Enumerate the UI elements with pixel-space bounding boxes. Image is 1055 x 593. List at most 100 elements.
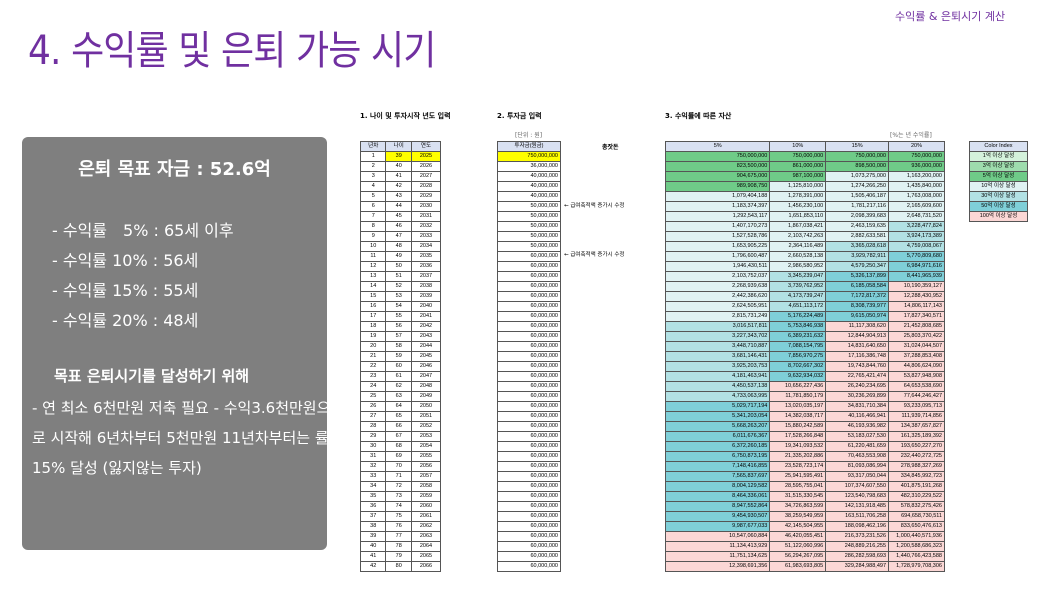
contribution-input[interactable]: 60,000,000 [497,401,561,412]
table-row: 60,000,000 [497,391,561,402]
asset-cell: 5,668,263,207 [664,421,771,432]
contribution-input[interactable]: 60,000,000 [497,341,561,352]
contribution-input[interactable]: 60,000,000 [497,281,561,292]
asset-cell: 28,595,755,041 [769,481,827,492]
asset-cell: 7,856,970,275 [769,351,827,362]
age-cell: 68 [385,441,412,452]
table-row: 3,681,146,431 7,856,970,275 17,116,386,748… [664,351,945,362]
age-cell: 60 [385,361,412,372]
age-cell: 80 [385,561,412,572]
contribution-input[interactable]: 60,000,000 [497,521,561,532]
contribution-input[interactable]: 60,000,000 [497,301,561,312]
table-row: 19 57 2043 [359,331,442,342]
asset-cell: 93,317,050,044 [825,471,890,482]
contribution-input[interactable]: 750,000,000 [497,151,561,162]
contribution-input[interactable]: 60,000,000 [497,391,561,402]
contribution-input[interactable]: 60,000,000 [497,551,561,562]
asset-cell: 1,796,600,487 [664,251,771,262]
age-cell: 73 [385,491,412,502]
table-row: 10,547,060,884 46,420,055,451 216,373,231,… [664,531,945,542]
contribution-input[interactable]: 60,000,000 [497,511,561,522]
asset-cell: 10,190,359,127 [888,281,945,292]
asset-cell: 2,660,528,138 [769,251,827,262]
year-index: 42 [359,561,387,572]
year-cell[interactable]: 2025 [410,151,442,162]
asset-cell: 9,615,050,974 [825,311,890,322]
asset-cell: 23,528,723,174 [769,461,827,472]
table-row: 27 65 2051 [359,411,442,422]
asset-cell: 2,165,609,600 [888,201,945,212]
asset-cell: 161,325,189,392 [888,431,945,442]
contribution-input[interactable]: 60,000,000 [497,461,561,472]
age-cell: 53 [385,291,412,302]
asset-cell: 37,288,853,408 [888,351,945,362]
contribution-input[interactable]: 60,000,000 [497,311,561,322]
asset-cell: 123,540,798,683 [825,491,890,502]
contribution-input[interactable]: 40,000,000 [497,191,561,202]
contribution-input[interactable]: 60,000,000 [497,471,561,482]
contribution-input[interactable]: 60,000,000 [497,481,561,492]
contribution-input[interactable]: 60,000,000 [497,561,561,572]
asset-cell: 1,163,200,000 [888,171,945,182]
contribution-input[interactable]: 50,000,000 [497,211,561,222]
contribution-input[interactable]: 50,000,000 [497,201,561,212]
contribution-input[interactable]: 60,000,000 [497,441,561,452]
contribution-input[interactable]: 36,000,000 [497,161,561,172]
contribution-input[interactable]: 60,000,000 [497,381,561,392]
table-row: 1,796,600,487 2,660,528,138 3,929,782,911 5… [664,251,945,262]
asset-cell: 7,148,416,855 [664,461,771,472]
contribution-input[interactable]: 60,000,000 [497,451,561,462]
year-index: 41 [359,551,387,562]
asset-cell: 34,831,710,384 [825,401,890,412]
contribution-input[interactable]: 60,000,000 [497,331,561,342]
table-row: 2 40 2026 [359,161,442,172]
asset-cell: 34,726,863,599 [769,501,827,512]
asset-cell: 936,000,000 [888,161,945,172]
contribution-input[interactable]: 40,000,000 [497,171,561,182]
contribution-input[interactable]: 60,000,000 [497,361,561,372]
table-row: 60,000,000 [497,461,561,472]
table-row: 18 56 2042 [359,321,442,332]
contribution-input[interactable]: 60,000,000 [497,421,561,432]
contribution-input[interactable]: 50,000,000 [497,231,561,242]
contribution-input[interactable]: 50,000,000 [497,241,561,252]
table-row: 60,000,000 [497,551,561,562]
asset-cell: 17,827,340,571 [888,311,945,322]
contribution-input[interactable]: 60,000,000 [497,261,561,272]
year-index: 37 [359,511,387,522]
table-row: 8,947,552,864 34,726,863,599 142,131,918,4… [664,501,945,512]
year-index: 3 [359,171,387,182]
year-cell: 2029 [410,191,442,202]
contribution-input[interactable]: 50,000,000 [497,221,561,232]
contribution-input[interactable]: 60,000,000 [497,491,561,502]
contribution-input[interactable]: 60,000,000 [497,501,561,512]
asset-cell: 31,515,330,545 [769,491,827,502]
table-row: 11 49 2035 [359,251,442,262]
contribution-input[interactable]: 60,000,000 [497,531,561,542]
table-row: 60,000,000 [497,471,561,482]
contribution-input[interactable]: 40,000,000 [497,181,561,192]
contribution-input[interactable]: 60,000,000 [497,371,561,382]
contribution-input[interactable]: 60,000,000 [497,291,561,302]
asset-cell: 2,098,399,683 [825,211,890,222]
year-index: 29 [359,431,387,442]
contribution-input[interactable]: 60,000,000 [497,251,561,262]
year-index: 26 [359,401,387,412]
contribution-input[interactable]: 60,000,000 [497,411,561,422]
asset-cell: 5,176,224,489 [769,311,827,322]
contribution-input[interactable]: 60,000,000 [497,271,561,282]
contribution-input[interactable]: 60,000,000 [497,351,561,362]
age-cell: 69 [385,451,412,462]
table-row: 1,292,543,117 1,651,853,110 2,098,399,683 2… [664,211,945,222]
table-row: 26 64 2050 [359,401,442,412]
asset-cell: 19,341,093,532 [769,441,827,452]
table-row: 1 39 2025 [359,151,442,162]
asset-cell: 81,093,086,994 [825,461,890,472]
contribution-input[interactable]: 60,000,000 [497,321,561,332]
asset-cell: 8,004,129,582 [664,481,771,492]
year-cell: 2064 [410,541,442,552]
age-cell[interactable]: 39 [385,151,412,162]
year-cell: 2048 [410,381,442,392]
contribution-input[interactable]: 60,000,000 [497,541,561,552]
contribution-input[interactable]: 60,000,000 [497,431,561,442]
